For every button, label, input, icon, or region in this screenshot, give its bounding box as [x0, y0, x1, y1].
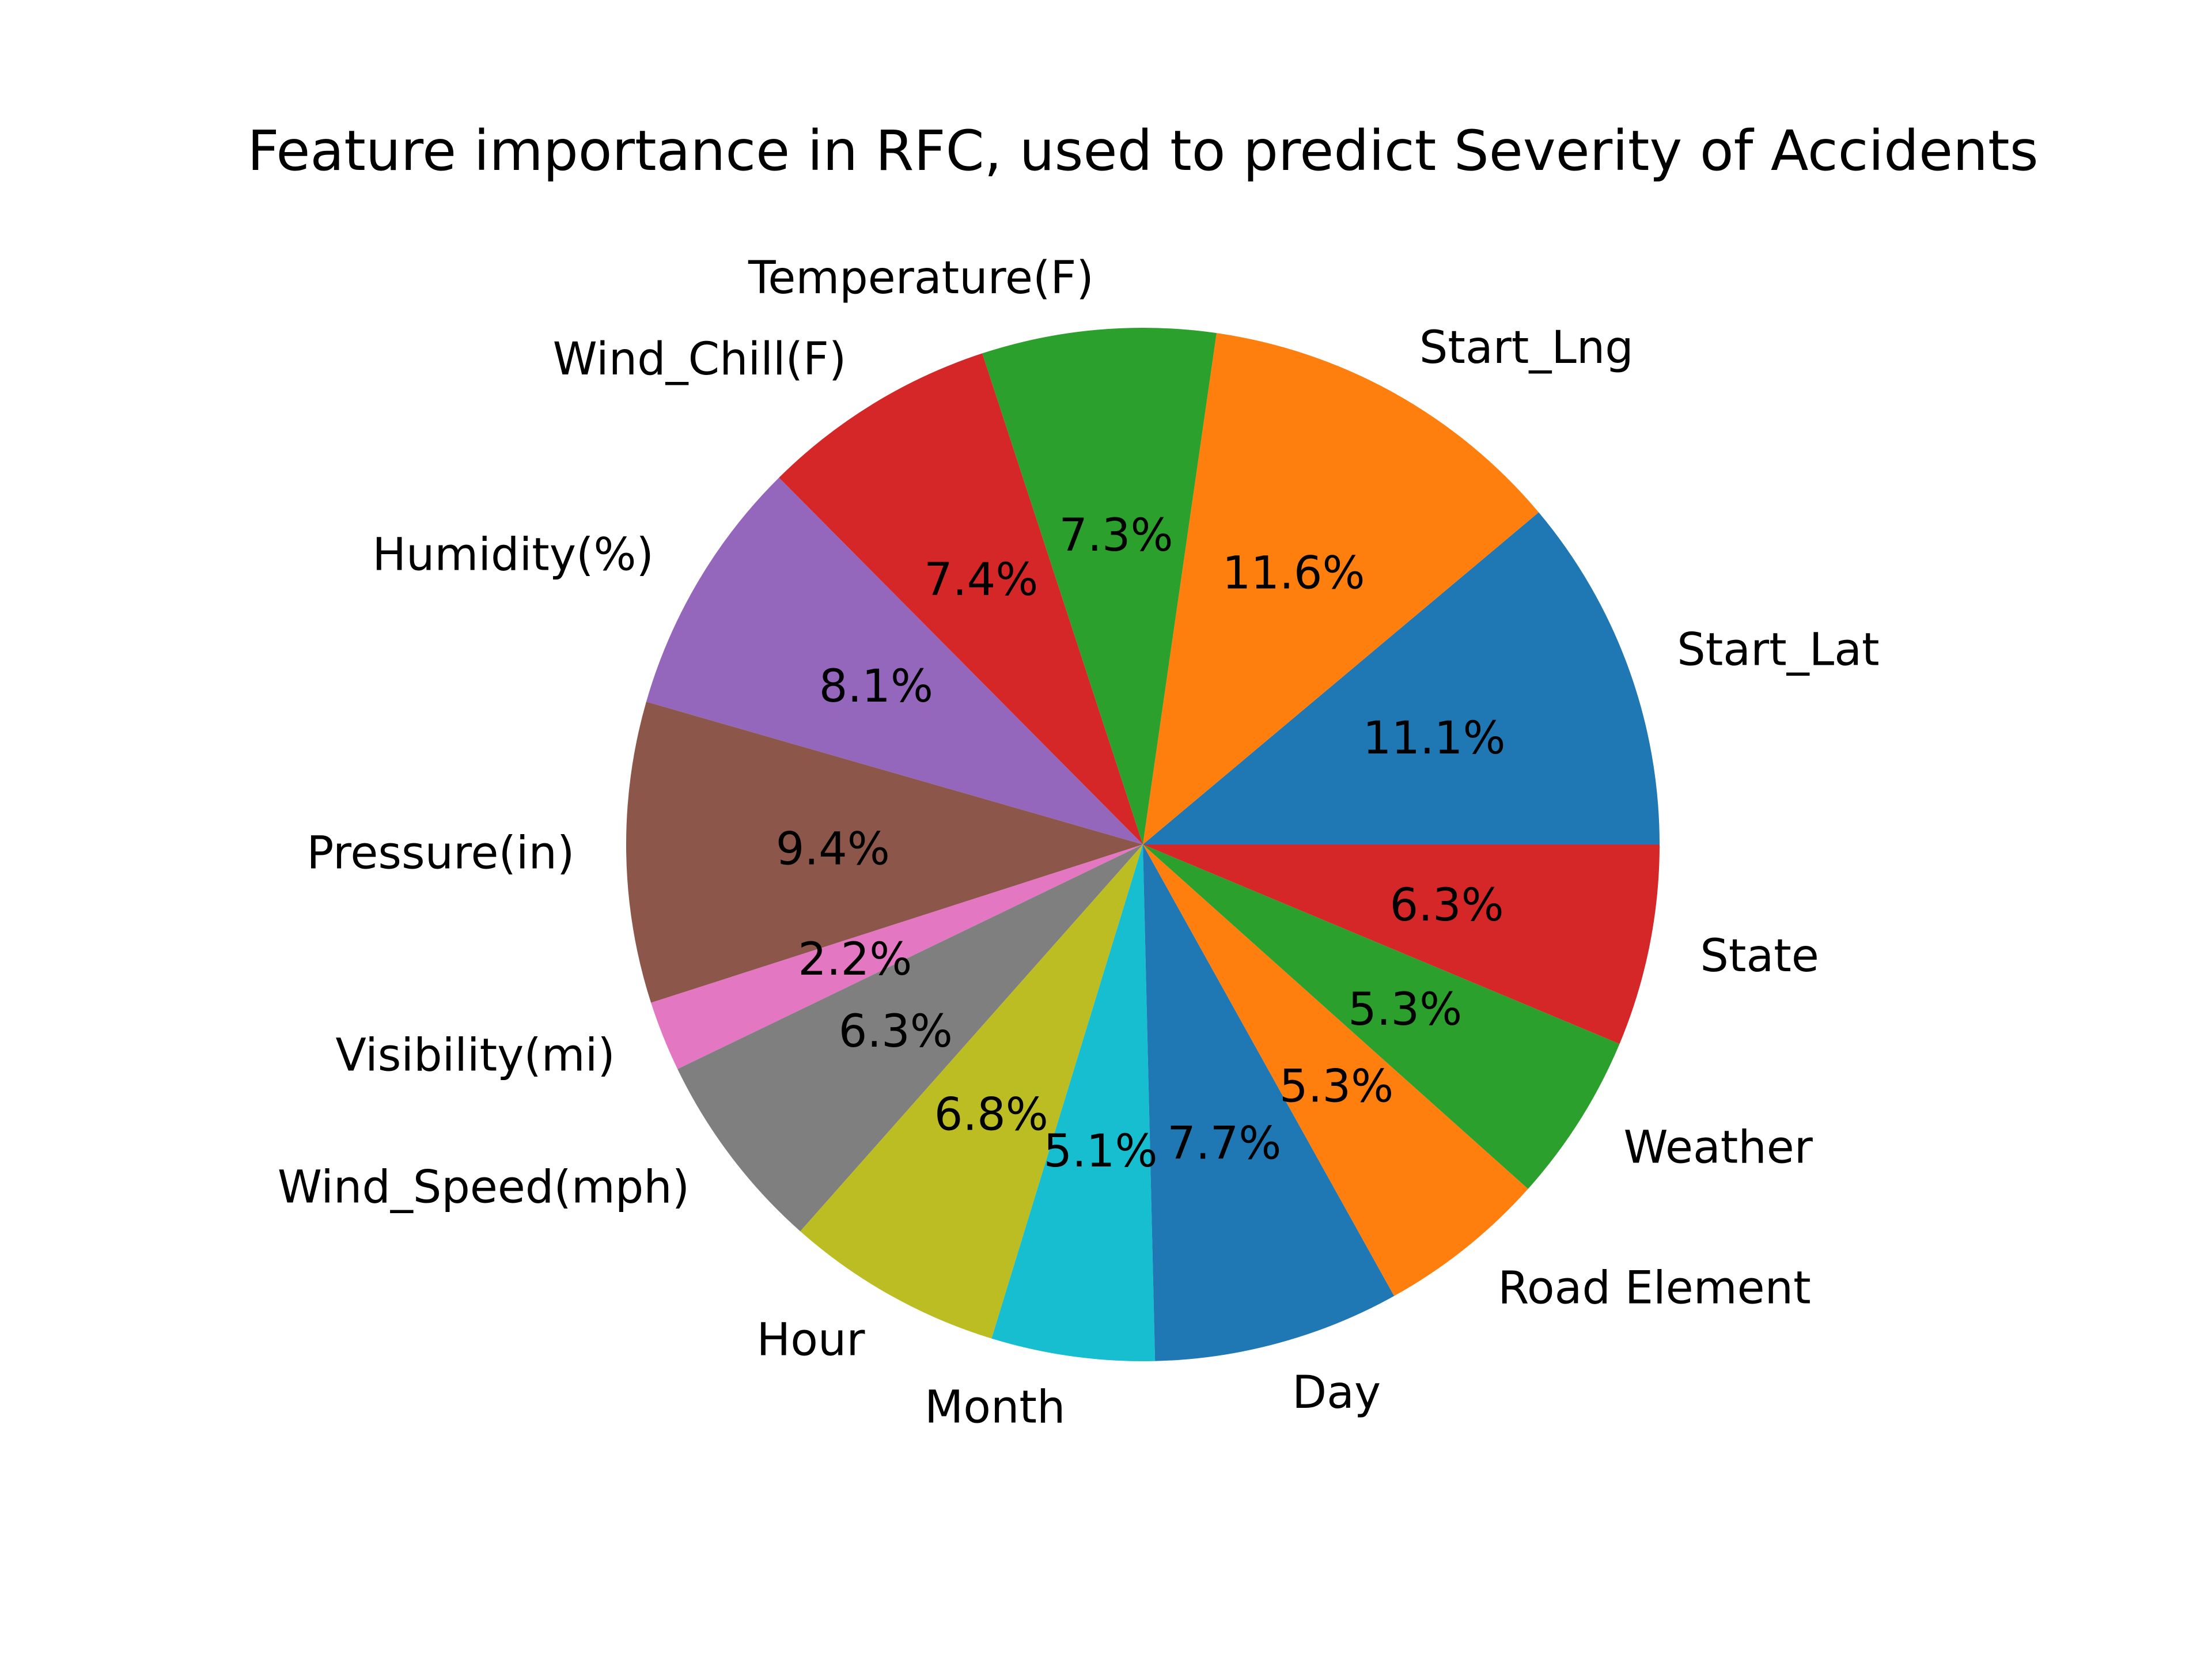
slice-label-state: State: [1700, 930, 1819, 982]
pct-label-weather: 5.3%: [1348, 984, 1462, 1036]
slice-label-visibility-mi: Visibility(mi): [335, 1029, 615, 1081]
slice-label-start-lng: Start_Lng: [1419, 322, 1634, 374]
pie-slice-visibility-mi: [651, 844, 1143, 1069]
chart-title: Feature importance in RFC, used to predi…: [247, 119, 2038, 183]
slice-label-start-lat: Start_Lat: [1677, 624, 1879, 676]
slice-label-month: Month: [925, 1381, 1065, 1433]
pct-label-visibility-mi: 2.2%: [798, 934, 912, 986]
pie-slice-month: [991, 844, 1156, 1361]
pct-label-humidity: 8.1%: [819, 661, 933, 713]
pie-slice-start-lng: [1143, 333, 1539, 844]
slice-label-weather: Weather: [1623, 1122, 1813, 1174]
pct-label-pressure-in: 9.4%: [776, 823, 890, 875]
pct-label-month: 5.1%: [1044, 1126, 1158, 1177]
pie-slice-road-element: [1143, 844, 1528, 1296]
pie-slices: [626, 328, 1660, 1361]
pct-label-day: 7.7%: [1167, 1118, 1281, 1169]
slice-labels: Start_Lat 11.1% Start_Lng 11.6% Temperature(…: [278, 252, 1880, 1433]
slice-label-wind-chill-f: Wind_Chill(F): [553, 334, 847, 385]
slice-label-hour: Hour: [757, 1315, 866, 1366]
pct-label-hour: 6.8%: [934, 1089, 1048, 1141]
pie-slice-wind-speed-mph: [677, 844, 1143, 1232]
pct-label-wind-chill-f: 7.4%: [924, 554, 1038, 606]
slice-label-road-element: Road Element: [1498, 1263, 1810, 1315]
pie-slice-pressure-in: [626, 702, 1143, 1003]
pct-label-temperature-f: 7.3%: [1059, 510, 1173, 562]
pie-slice-day: [1143, 844, 1395, 1361]
slice-label-temperature-f: Temperature(F): [748, 252, 1094, 304]
pie-slice-humidity: [646, 478, 1143, 844]
pie-slice-start-lat: [1143, 512, 1660, 844]
pct-label-road-element: 5.3%: [1279, 1060, 1393, 1112]
pct-label-start-lng: 11.6%: [1222, 548, 1365, 600]
slice-label-wind-speed-mph: Wind_Speed(mph): [278, 1161, 690, 1213]
slice-label-pressure-in: Pressure(in): [306, 828, 574, 880]
pct-label-start-lat: 11.1%: [1363, 713, 1506, 764]
pie-slice-temperature-f: [982, 328, 1217, 844]
pct-label-wind-speed-mph: 6.3%: [839, 1006, 953, 1058]
slice-label-humidity: Humidity(%): [372, 529, 654, 581]
pie-slice-wind-chill-f: [779, 353, 1143, 844]
pct-label-state: 6.3%: [1390, 880, 1504, 931]
pie-slice-state: [1143, 844, 1660, 1044]
pie-slice-weather: [1143, 844, 1620, 1189]
pie-slice-hour: [800, 844, 1143, 1339]
slice-label-day: Day: [1292, 1367, 1381, 1419]
